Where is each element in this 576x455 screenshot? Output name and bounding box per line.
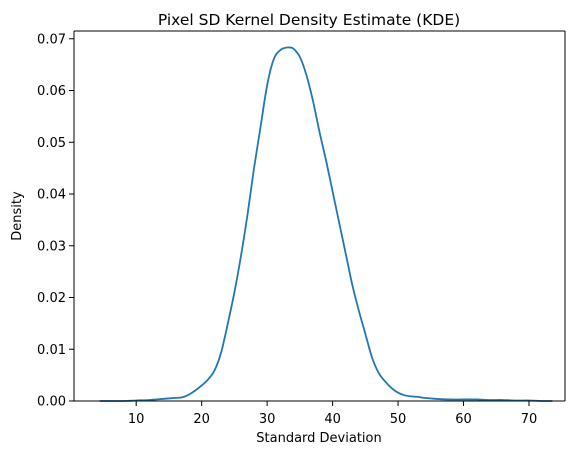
plot-area: [74, 31, 565, 401]
y-axis-label: Density: [10, 191, 25, 241]
y-tick-label: 0.02: [37, 291, 66, 306]
kde-curve: [99, 46, 553, 402]
x-tick-label: 30: [259, 412, 276, 427]
x-tick-label: 10: [128, 412, 145, 427]
y-tick-label: 0.04: [37, 188, 66, 203]
x-axis: 10 20 30 40 50 60 70: [128, 401, 537, 427]
y-tick-label: 0.07: [37, 32, 66, 47]
y-tick-label: 0.03: [37, 239, 66, 254]
x-tick-label: 50: [390, 412, 407, 427]
x-tick-label: 40: [324, 412, 341, 427]
y-tick-label: 0.00: [37, 395, 66, 410]
x-axis-label: Standard Deviation: [256, 431, 381, 446]
x-tick-label: 70: [521, 412, 538, 427]
x-tick-label: 60: [455, 412, 472, 427]
y-axis: 0.00 0.01 0.02 0.03 0.04 0.05 0.06 0.07: [37, 32, 74, 410]
y-tick-label: 0.06: [37, 84, 66, 99]
chart-title: Pixel SD Kernel Density Estimate (KDE): [158, 11, 460, 29]
x-tick-label: 20: [193, 412, 210, 427]
y-tick-label: 0.01: [37, 343, 66, 358]
y-tick-label: 0.05: [37, 136, 66, 151]
